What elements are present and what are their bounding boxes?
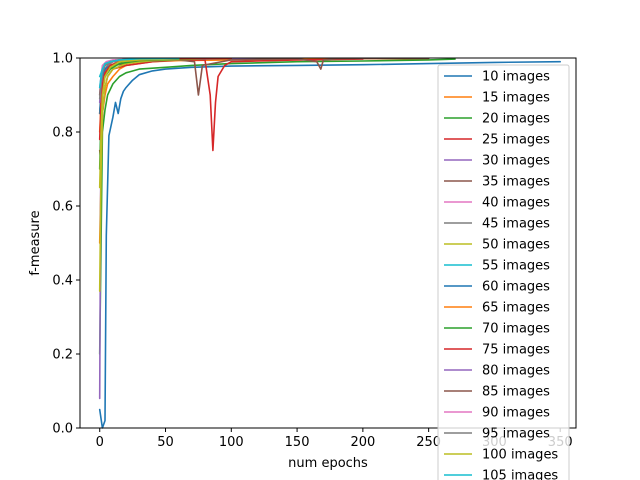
series-layer <box>98 57 562 429</box>
series-line-9 <box>98 57 206 292</box>
y-axis-label: f-measure <box>28 210 43 275</box>
legend-label: 55 images <box>482 259 550 274</box>
series-line-20 <box>98 57 180 89</box>
y-tick-label: 0.0 <box>52 422 73 437</box>
legend-label: 50 images <box>482 238 550 253</box>
y-tick-label: 1.0 <box>52 52 73 67</box>
series-line-1 <box>98 60 562 429</box>
x-tick-label: 250 <box>416 435 441 450</box>
series-line-19 <box>98 57 180 189</box>
legend-label: 105 images <box>482 469 558 480</box>
x-tick-label: 0 <box>96 435 104 450</box>
legend-label: 25 images <box>482 133 550 148</box>
legend-label: 60 images <box>482 280 550 295</box>
axes-layer <box>79 57 577 429</box>
y-axis-ticks: 0.0 0.2 0.4 0.6 0.8 1.0 <box>52 52 80 437</box>
legend-box <box>437 64 570 480</box>
legend-label: 40 images <box>482 196 550 211</box>
y-tick-label: 0.4 <box>52 274 73 289</box>
legend-label: 100 images <box>482 448 558 463</box>
x-tick-label: 50 <box>157 435 174 450</box>
legend-label: 20 images <box>482 112 550 127</box>
legend-label: 10 images <box>482 70 550 85</box>
legend-label: 65 images <box>482 301 550 316</box>
x-axis-label: num epochs <box>288 456 368 471</box>
series-line-3 <box>98 58 456 355</box>
legend: 10 images 15 images 20 images 25 images 30 i… <box>437 64 570 480</box>
legend-label: 75 images <box>482 343 550 358</box>
legend-label: 35 images <box>482 175 550 190</box>
legend-label: 70 images <box>482 322 550 337</box>
plot-frame <box>79 57 577 429</box>
legend-label: 45 images <box>482 217 550 232</box>
legend-label: 95 images <box>482 427 550 442</box>
legend-label: 30 images <box>482 154 550 169</box>
legend-label: 90 images <box>482 406 550 421</box>
y-tick-label: 0.2 <box>52 348 73 363</box>
legend-label: 80 images <box>482 364 550 379</box>
legend-label: 15 images <box>482 91 550 106</box>
x-tick-label: 100 <box>219 435 244 450</box>
y-tick-label: 0.8 <box>52 126 73 141</box>
x-tick-label: 150 <box>285 435 310 450</box>
x-tick-label: 200 <box>350 435 375 450</box>
legend-label: 85 images <box>482 385 550 400</box>
y-tick-label: 0.6 <box>52 200 73 215</box>
